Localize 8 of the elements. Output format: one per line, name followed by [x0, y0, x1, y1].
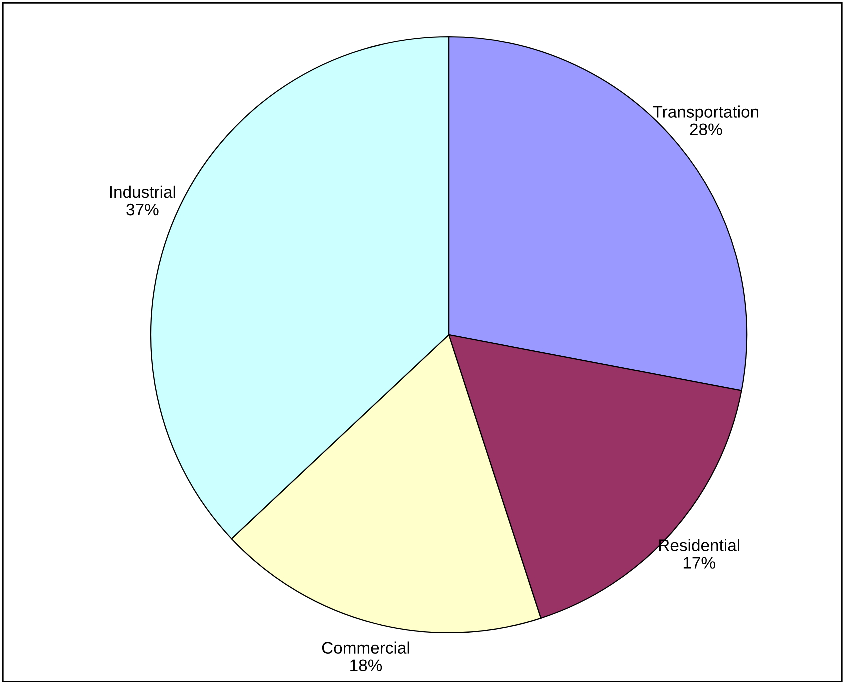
data-label: 17% [684, 557, 716, 569]
slice-label: Residential [660, 539, 740, 552]
data-label: 18% [350, 660, 382, 672]
slice-label: Transportation [653, 106, 759, 122]
data-label: 28% [690, 124, 722, 136]
slice-label: Commercial [322, 642, 410, 654]
data-label: 37% [126, 204, 159, 216]
slice-label: Industrial [110, 186, 176, 198]
